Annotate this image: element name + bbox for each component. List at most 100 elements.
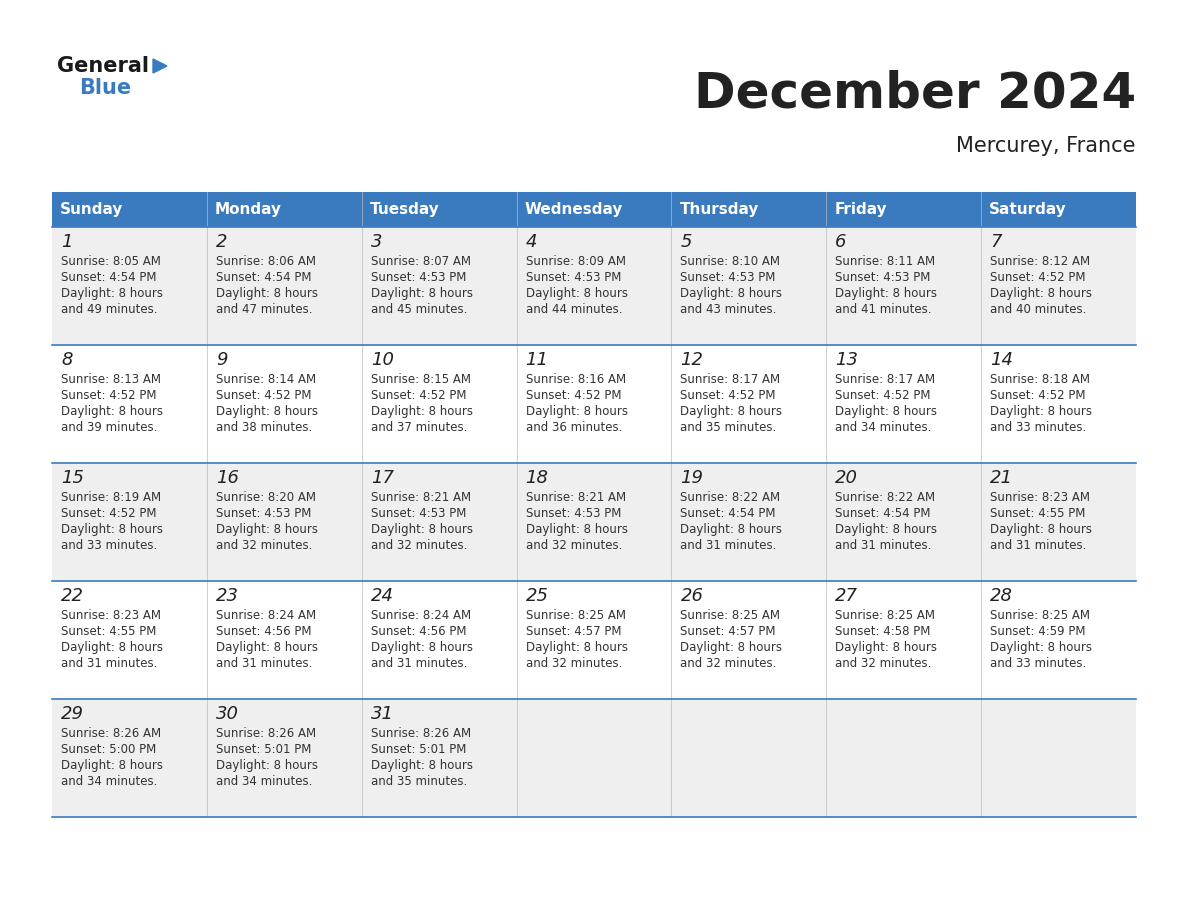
- Text: Sunrise: 8:07 AM: Sunrise: 8:07 AM: [371, 255, 470, 268]
- FancyBboxPatch shape: [517, 192, 671, 227]
- Text: Daylight: 8 hours: Daylight: 8 hours: [835, 287, 937, 300]
- Text: Sunset: 4:52 PM: Sunset: 4:52 PM: [835, 389, 930, 402]
- FancyBboxPatch shape: [207, 581, 361, 699]
- Text: 14: 14: [990, 351, 1013, 369]
- FancyBboxPatch shape: [671, 227, 827, 345]
- Text: 17: 17: [371, 469, 393, 487]
- Text: Sunset: 4:53 PM: Sunset: 4:53 PM: [216, 507, 311, 520]
- Text: Monday: Monday: [215, 202, 282, 217]
- FancyBboxPatch shape: [827, 463, 981, 581]
- Text: and 31 minutes.: and 31 minutes.: [61, 657, 157, 670]
- Text: Sunrise: 8:12 AM: Sunrise: 8:12 AM: [990, 255, 1091, 268]
- Text: 6: 6: [835, 233, 847, 251]
- FancyBboxPatch shape: [827, 581, 981, 699]
- Text: Wednesday: Wednesday: [525, 202, 623, 217]
- Text: and 33 minutes.: and 33 minutes.: [61, 539, 157, 552]
- FancyBboxPatch shape: [981, 699, 1136, 817]
- Text: Sunrise: 8:23 AM: Sunrise: 8:23 AM: [990, 491, 1091, 504]
- Text: Daylight: 8 hours: Daylight: 8 hours: [61, 641, 163, 654]
- Text: Sunset: 5:00 PM: Sunset: 5:00 PM: [61, 743, 157, 756]
- FancyBboxPatch shape: [207, 463, 361, 581]
- Text: Sunset: 4:56 PM: Sunset: 4:56 PM: [216, 625, 311, 638]
- Text: and 31 minutes.: and 31 minutes.: [990, 539, 1087, 552]
- Text: and 31 minutes.: and 31 minutes.: [371, 657, 467, 670]
- FancyBboxPatch shape: [517, 463, 671, 581]
- FancyBboxPatch shape: [52, 581, 207, 699]
- Text: Daylight: 8 hours: Daylight: 8 hours: [216, 287, 318, 300]
- Text: Sunrise: 8:20 AM: Sunrise: 8:20 AM: [216, 491, 316, 504]
- Text: and 37 minutes.: and 37 minutes.: [371, 421, 467, 434]
- Text: and 35 minutes.: and 35 minutes.: [681, 421, 777, 434]
- Text: Sunrise: 8:15 AM: Sunrise: 8:15 AM: [371, 373, 470, 386]
- Text: Daylight: 8 hours: Daylight: 8 hours: [835, 523, 937, 536]
- Text: Sunset: 4:52 PM: Sunset: 4:52 PM: [216, 389, 311, 402]
- Text: 12: 12: [681, 351, 703, 369]
- Text: Daylight: 8 hours: Daylight: 8 hours: [216, 641, 318, 654]
- FancyBboxPatch shape: [827, 345, 981, 463]
- Text: Sunset: 4:54 PM: Sunset: 4:54 PM: [835, 507, 930, 520]
- Text: and 36 minutes.: and 36 minutes.: [525, 421, 623, 434]
- Text: and 44 minutes.: and 44 minutes.: [525, 303, 623, 316]
- FancyBboxPatch shape: [671, 699, 827, 817]
- Text: Daylight: 8 hours: Daylight: 8 hours: [681, 641, 783, 654]
- FancyBboxPatch shape: [361, 463, 517, 581]
- FancyBboxPatch shape: [52, 463, 207, 581]
- FancyBboxPatch shape: [52, 227, 207, 345]
- Text: Daylight: 8 hours: Daylight: 8 hours: [61, 405, 163, 418]
- Text: Daylight: 8 hours: Daylight: 8 hours: [525, 641, 627, 654]
- Text: Sunrise: 8:23 AM: Sunrise: 8:23 AM: [61, 609, 162, 622]
- Text: Sunrise: 8:17 AM: Sunrise: 8:17 AM: [835, 373, 935, 386]
- Text: and 32 minutes.: and 32 minutes.: [525, 539, 623, 552]
- Text: Blue: Blue: [78, 78, 131, 98]
- Text: Sunrise: 8:14 AM: Sunrise: 8:14 AM: [216, 373, 316, 386]
- Text: Daylight: 8 hours: Daylight: 8 hours: [371, 523, 473, 536]
- Text: Saturday: Saturday: [990, 202, 1067, 217]
- Text: Sunset: 4:53 PM: Sunset: 4:53 PM: [525, 271, 621, 284]
- Text: 7: 7: [990, 233, 1001, 251]
- Text: Daylight: 8 hours: Daylight: 8 hours: [990, 287, 1092, 300]
- Text: 10: 10: [371, 351, 393, 369]
- Text: Mercurey, France: Mercurey, France: [956, 136, 1136, 156]
- Text: Sunset: 4:58 PM: Sunset: 4:58 PM: [835, 625, 930, 638]
- Text: Sunset: 4:52 PM: Sunset: 4:52 PM: [61, 507, 157, 520]
- Text: Sunrise: 8:10 AM: Sunrise: 8:10 AM: [681, 255, 781, 268]
- Text: 23: 23: [216, 587, 239, 605]
- Text: 21: 21: [990, 469, 1013, 487]
- Text: and 32 minutes.: and 32 minutes.: [681, 657, 777, 670]
- FancyBboxPatch shape: [207, 345, 361, 463]
- Text: Friday: Friday: [834, 202, 887, 217]
- Text: Sunset: 4:52 PM: Sunset: 4:52 PM: [371, 389, 466, 402]
- Polygon shape: [153, 59, 168, 73]
- Text: and 32 minutes.: and 32 minutes.: [835, 657, 931, 670]
- Text: 22: 22: [61, 587, 84, 605]
- Text: 20: 20: [835, 469, 858, 487]
- Text: Sunset: 4:55 PM: Sunset: 4:55 PM: [61, 625, 157, 638]
- Text: Sunset: 4:59 PM: Sunset: 4:59 PM: [990, 625, 1086, 638]
- Text: 25: 25: [525, 587, 549, 605]
- Text: Daylight: 8 hours: Daylight: 8 hours: [371, 287, 473, 300]
- FancyBboxPatch shape: [361, 345, 517, 463]
- FancyBboxPatch shape: [671, 581, 827, 699]
- Text: Sunset: 4:52 PM: Sunset: 4:52 PM: [990, 271, 1086, 284]
- Text: Daylight: 8 hours: Daylight: 8 hours: [525, 523, 627, 536]
- Text: and 34 minutes.: and 34 minutes.: [835, 421, 931, 434]
- FancyBboxPatch shape: [52, 699, 207, 817]
- Text: Sunset: 4:57 PM: Sunset: 4:57 PM: [681, 625, 776, 638]
- Text: 18: 18: [525, 469, 549, 487]
- Text: Sunset: 4:57 PM: Sunset: 4:57 PM: [525, 625, 621, 638]
- FancyBboxPatch shape: [361, 581, 517, 699]
- FancyBboxPatch shape: [981, 227, 1136, 345]
- Text: Daylight: 8 hours: Daylight: 8 hours: [216, 405, 318, 418]
- Text: Daylight: 8 hours: Daylight: 8 hours: [61, 523, 163, 536]
- Text: and 34 minutes.: and 34 minutes.: [216, 775, 312, 788]
- Text: Sunset: 4:52 PM: Sunset: 4:52 PM: [61, 389, 157, 402]
- Text: and 33 minutes.: and 33 minutes.: [990, 421, 1086, 434]
- Text: and 33 minutes.: and 33 minutes.: [990, 657, 1086, 670]
- Text: and 31 minutes.: and 31 minutes.: [681, 539, 777, 552]
- Text: and 43 minutes.: and 43 minutes.: [681, 303, 777, 316]
- Text: and 45 minutes.: and 45 minutes.: [371, 303, 467, 316]
- FancyBboxPatch shape: [361, 192, 517, 227]
- Text: Daylight: 8 hours: Daylight: 8 hours: [525, 405, 627, 418]
- Text: Sunset: 4:52 PM: Sunset: 4:52 PM: [681, 389, 776, 402]
- Text: 9: 9: [216, 351, 227, 369]
